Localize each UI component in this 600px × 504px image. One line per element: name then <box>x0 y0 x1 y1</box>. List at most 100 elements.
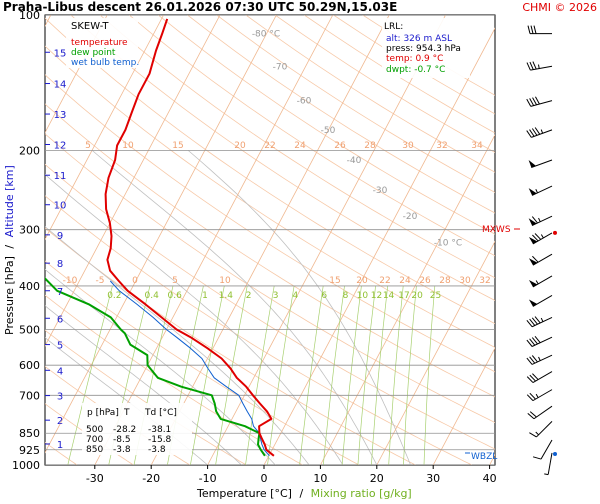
legend-wetbulb: wet bulb temp. <box>71 58 139 68</box>
pressure-tick-label: 700 <box>19 389 40 402</box>
lrl-title: LRL: <box>384 22 403 32</box>
isotherm-mid-label: 10 <box>219 276 231 286</box>
isotherm-mid-label: -5 <box>96 276 105 286</box>
altitude-tick-label: 4 <box>57 366 63 377</box>
wind-barb <box>527 62 552 71</box>
table-header-p: p [hPa] <box>87 408 119 418</box>
isotherm-mid-label: 30 <box>459 276 471 286</box>
pressure-tick-label: 1000 <box>12 459 40 472</box>
isotherm-mid-label: 15 <box>329 276 340 286</box>
isotherm-top-label: 28 <box>364 141 376 151</box>
altitude-tick-label: 12 <box>54 141 67 152</box>
isotherm-label: -70 <box>273 62 288 72</box>
wind-barb-shaft <box>541 440 552 459</box>
isotherm-mid-label: 5 <box>172 276 178 286</box>
altitude-tick-label: 8 <box>57 259 63 270</box>
x-axis-label-mix: Mixing ratio [g/kg] <box>311 487 412 500</box>
chart-title: Praha-Libus descent 26.01.2026 07:30 UTC… <box>3 0 397 14</box>
legend-temperature: temperature <box>71 38 128 48</box>
isotherm-top-label: 15 <box>172 141 183 151</box>
altitude-tick-label: 10 <box>54 201 67 212</box>
wind-barb <box>529 254 552 265</box>
mixing-ratio-label: 4 <box>293 291 299 301</box>
lrl-dwpt: dwpt: -0.7 °C <box>386 65 445 75</box>
wbzl-label: WBZL <box>471 452 497 462</box>
y-axis-label: Pressure [hPa] / Altitude [km] <box>3 165 16 335</box>
isotherm-top-label: 10 <box>122 141 134 151</box>
temperature-tick-label: -10 <box>199 472 217 485</box>
isotherm-top-label: 32 <box>436 141 447 151</box>
wind-barb <box>529 186 552 195</box>
wind-barb <box>527 372 552 383</box>
wind-barb-shaft <box>533 276 552 287</box>
x-axis-label-temp: Temperature [°C] <box>196 487 292 500</box>
isotherm-label: -80 °C <box>252 30 280 40</box>
wind-barb-half <box>541 234 543 237</box>
wind-barb-full <box>527 63 530 71</box>
copyright: CHMI © 2026 <box>522 1 597 14</box>
wind-barb-half <box>539 218 541 222</box>
isotherm-top-label: 20 <box>234 141 246 151</box>
wind-barb <box>529 295 552 306</box>
table-cell: 500 <box>86 425 103 435</box>
mixing-ratio-label: 17 <box>398 291 409 301</box>
x-axis-label-sep: / <box>299 487 303 500</box>
mixing-ratio-label: 0.4 <box>145 291 160 301</box>
mxws-dot <box>553 231 557 235</box>
wind-barb-shaft <box>532 355 552 364</box>
wind-barb <box>527 127 552 137</box>
wind-barb <box>529 421 552 437</box>
lrl-alt: alt: 326 m ASL <box>386 34 452 44</box>
wind-barb <box>527 97 552 107</box>
wind-barb <box>544 453 552 475</box>
altitude-tick-label: 1 <box>57 440 63 451</box>
isotherm-top-label: 30 <box>402 141 414 151</box>
pressure-tick-label: 100 <box>19 9 40 22</box>
altitude-tick-label: 7 <box>57 287 63 298</box>
isotherm <box>490 15 600 465</box>
mixing-ratio-label: 0.2 <box>107 291 121 301</box>
temperature-tick-label: 20 <box>370 472 384 485</box>
pressure-tick-label: 850 <box>19 427 40 440</box>
wind-barb-shaft <box>531 160 552 168</box>
isotherm-top-label: 26 <box>334 141 346 151</box>
table-header-t: T <box>123 408 130 418</box>
wind-barb-shaft <box>532 216 552 225</box>
altitude-tick-label: 14 <box>54 80 67 91</box>
isotherm-mid-label: 28 <box>439 276 451 286</box>
wind-barb-shaft <box>533 295 552 306</box>
wind-barb-shaft <box>531 101 552 107</box>
mixing-ratio-label: 8 <box>343 291 349 301</box>
wind-barb-half <box>539 357 541 361</box>
pressure-tick-label: 200 <box>19 144 40 157</box>
table-cell: -28.2 <box>113 425 136 435</box>
wind-barb <box>533 440 552 459</box>
wind-barb-half <box>536 189 538 193</box>
altitude-tick-label: 9 <box>57 231 63 242</box>
wind-barb <box>527 336 552 346</box>
table-cell: -15.8 <box>148 435 172 445</box>
wind-barb <box>527 390 552 401</box>
wind-barb-full <box>534 26 536 34</box>
isotherm-top-label: 5 <box>85 141 91 151</box>
temperature-tick-label: 0 <box>261 472 268 485</box>
wind-barb-half <box>536 432 539 435</box>
wind-barb-shaft <box>532 337 552 346</box>
mixing-ratio-label: 10 <box>357 291 369 301</box>
wind-barb-half <box>541 318 543 322</box>
isotherm-mid-label: 26 <box>419 276 431 286</box>
mixing-ratio-label: 20 <box>411 291 423 301</box>
mixing-ratio-label: 14 <box>383 291 395 301</box>
wind-barb-full <box>529 433 536 437</box>
altitude-tick-label: 3 <box>57 392 63 403</box>
wind-barb-shaft <box>534 406 552 419</box>
wind-barb-half <box>544 474 548 475</box>
wind-barb <box>528 26 552 34</box>
temperature-tick-label: -30 <box>86 472 104 485</box>
wbzl-dot <box>553 452 557 456</box>
isotherm-label: -20 <box>403 212 418 222</box>
wind-barb-shaft <box>532 186 552 195</box>
table-cell: 700 <box>86 435 103 445</box>
mixing-ratio-label: 3 <box>273 291 279 301</box>
